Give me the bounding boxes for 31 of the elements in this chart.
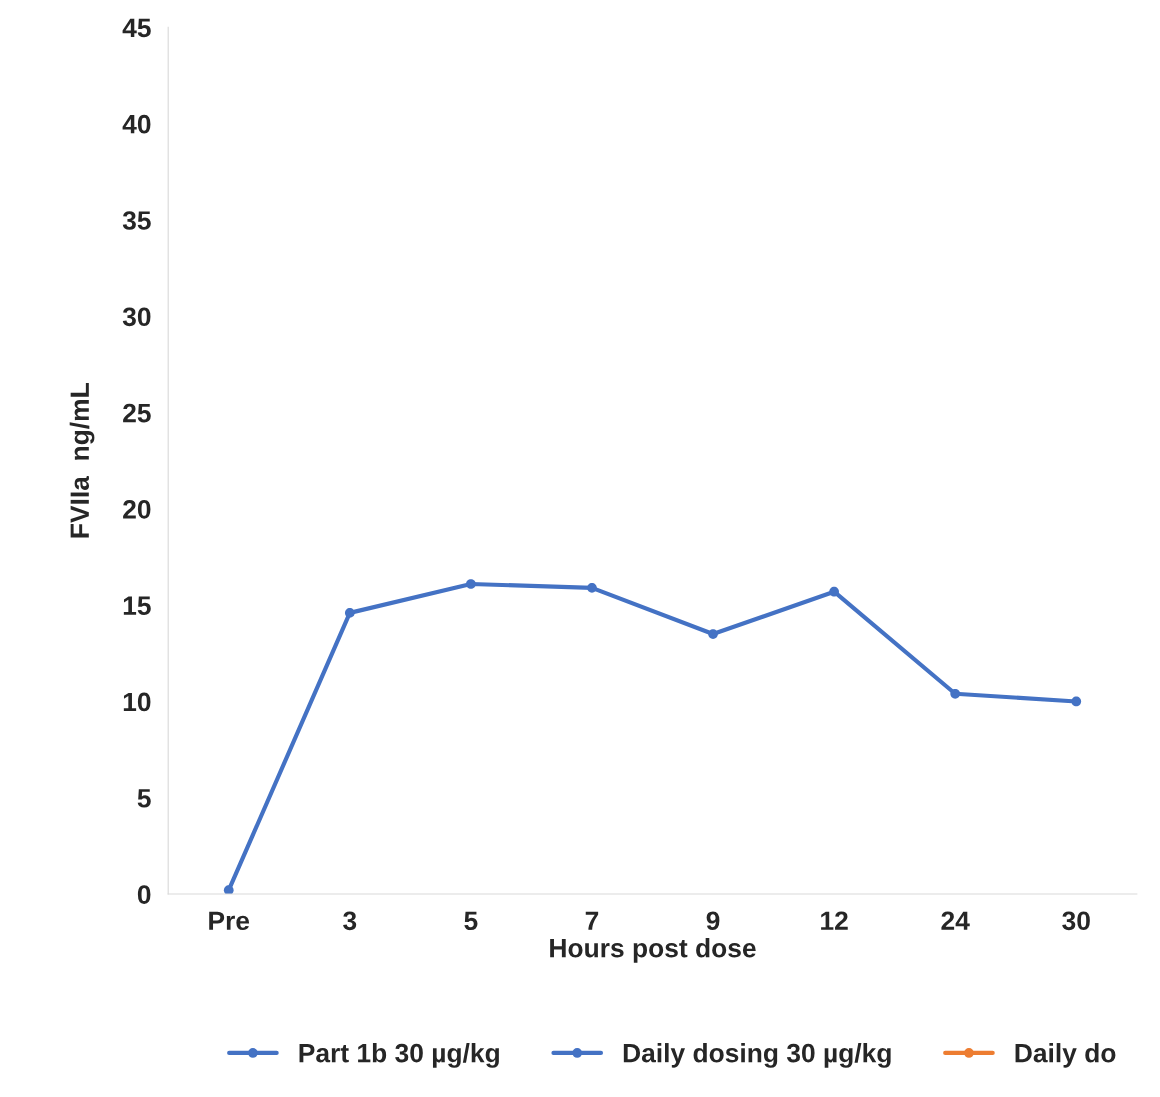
y-tick-label: 35	[122, 211, 151, 230]
y-tick-label: 40	[122, 114, 151, 134]
x-axis-title: Hours post dose	[550, 938, 756, 963]
x-tick-label: 7	[585, 911, 599, 930]
x-tick-label: 5	[464, 911, 478, 931]
point	[1071, 696, 1082, 707]
point	[344, 608, 355, 618]
x-tick-label: 3	[343, 911, 357, 931]
y-tick-label: 30	[122, 307, 151, 327]
point	[708, 629, 718, 639]
point	[950, 688, 961, 699]
y-tick-label: 10	[123, 692, 151, 712]
point	[829, 586, 839, 597]
point	[466, 579, 476, 589]
legend-label: Daily dosing 30 µg/kg	[623, 1043, 891, 1068]
y-tick-label: 15	[123, 596, 151, 615]
y-tick-label: 25	[123, 403, 151, 423]
y-axis-title: FVIIa ng/mL	[69, 383, 95, 538]
point	[223, 885, 234, 895]
x-tick-label: Pre	[209, 911, 250, 931]
y-tick-label: 5	[137, 789, 151, 808]
legend-label: Part 1b 30 µg/kg	[299, 1043, 499, 1068]
x-tick-label: 12	[821, 911, 848, 930]
y-tick-label: 45	[122, 18, 151, 38]
y-tick-label: 20	[123, 500, 151, 519]
y-tick-label: 0	[137, 885, 151, 904]
point	[587, 582, 597, 593]
x-tick-label: 30	[1062, 911, 1090, 931]
legend-label: Daily do	[1015, 1043, 1116, 1068]
x-tick-label: 9	[706, 911, 720, 931]
x-tick-label: 24	[941, 911, 970, 930]
